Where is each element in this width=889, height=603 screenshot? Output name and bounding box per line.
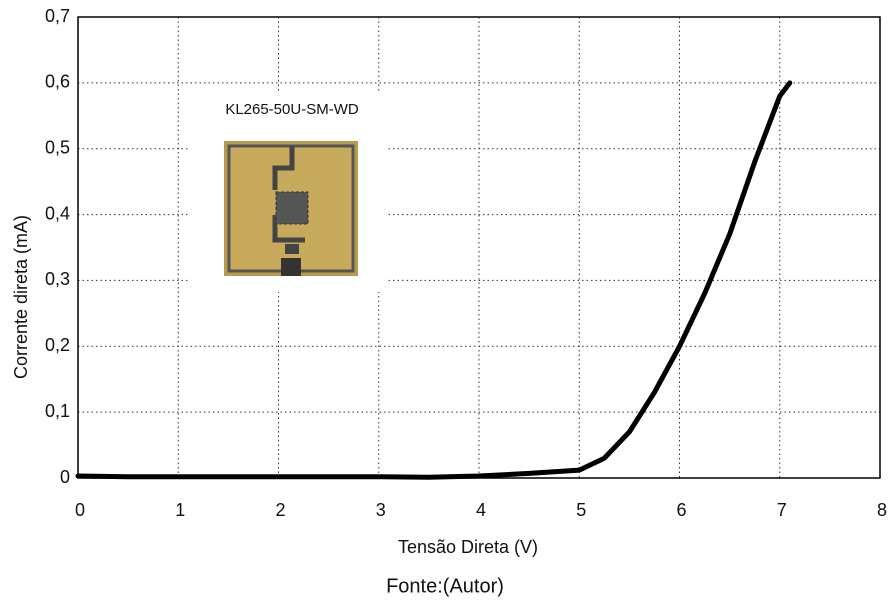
y-tick-label: 0,4 xyxy=(45,203,70,223)
x-tick-label: 3 xyxy=(376,500,386,520)
y-tick-label: 0,2 xyxy=(45,335,70,355)
x-tick-label: 0 xyxy=(75,500,85,520)
y-tick-label: 0,1 xyxy=(45,401,70,421)
x-tick-label: 2 xyxy=(275,500,285,520)
y-tick-label: 0,6 xyxy=(45,72,70,92)
x-tick-label: 6 xyxy=(676,500,686,520)
y-tick-label: 0 xyxy=(60,467,70,487)
annotation: KL265-50U-SM-WD xyxy=(225,101,359,118)
x-tick-label: 4 xyxy=(476,500,486,520)
chip-image xyxy=(224,141,358,276)
y-axis-label: Corrente direta (mA) xyxy=(11,215,31,379)
y-tick-label: 0,5 xyxy=(45,137,70,157)
x-tick-label: 8 xyxy=(877,500,887,520)
caption: Fonte:(Autor) xyxy=(386,575,504,597)
x-tick-label: 7 xyxy=(777,500,787,520)
data-line xyxy=(75,80,793,480)
x-axis-label: Tensão Direta (V) xyxy=(398,537,538,557)
x-tick-label: 1 xyxy=(175,500,185,520)
y-tick-label: 0,3 xyxy=(45,269,70,289)
x-tick-label: 5 xyxy=(576,500,586,520)
y-tick-label: 0,7 xyxy=(45,6,70,26)
